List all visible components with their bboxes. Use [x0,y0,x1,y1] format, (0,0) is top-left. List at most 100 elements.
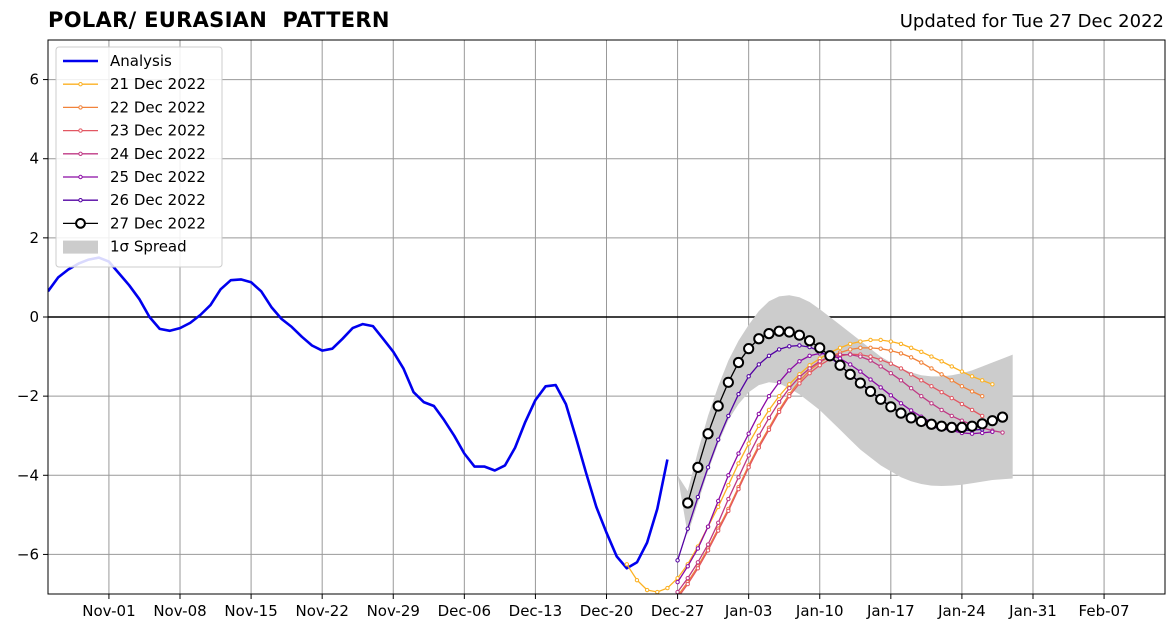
data-point [692,461,704,473]
data-point [949,378,954,383]
data-point [776,393,782,399]
data-point [756,411,762,417]
x-tick-label: Nov-08 [153,602,206,620]
data-point [875,393,887,405]
data-point [787,386,792,391]
data-point [763,328,775,340]
legend-marker [78,82,83,87]
legend-label: 22 Dec 2022 [110,98,206,116]
data-point [919,349,924,355]
data-point [844,368,856,380]
data-point [685,581,690,587]
data-point [858,345,863,351]
legend-marker [78,198,83,203]
data-point [726,413,731,419]
data-point [732,356,745,369]
data-point [644,587,650,593]
data-point [766,407,772,413]
data-point [905,412,917,424]
data-point [726,482,731,488]
data-point [726,473,731,478]
data-point [837,345,843,351]
data-point [736,475,741,480]
data-point [773,325,785,337]
data-point [854,377,866,389]
data-point [716,528,721,533]
data-point [888,370,894,376]
updated-date: Updated for Tue 27 Dec 2022 [899,11,1164,32]
data-point [837,352,843,357]
data-point [756,445,762,450]
legend-label: 27 Dec 2022 [110,214,206,232]
data-point [736,451,741,456]
data-point [939,372,944,377]
chart-marks [48,256,1013,594]
data-point [817,359,822,364]
data-point [969,389,975,394]
data-point [814,342,826,354]
legend-label: 23 Dec 2022 [110,122,206,140]
data-point [929,401,934,406]
data-point [888,348,894,353]
data-point [705,465,711,470]
data-point [848,341,853,347]
data-point [807,353,812,358]
x-tick-label: Dec-13 [509,602,563,620]
data-point [976,418,988,430]
data-point [946,421,958,434]
data-point [885,401,897,413]
data-point [929,384,934,389]
data-point [848,347,853,352]
data-point [776,409,782,415]
data-point [807,366,812,371]
data-point [743,343,755,355]
data-point [949,395,954,401]
data-point [705,542,711,547]
legend-label: 1σ Spread [110,238,187,256]
data-point [655,589,660,594]
data-point [898,366,904,371]
legend-marker [78,128,83,133]
data-point [695,546,701,551]
data-point [807,370,812,376]
data-point [878,337,883,343]
data-point [797,381,802,386]
data-point [766,415,772,421]
x-tick-label: Jan-03 [724,602,773,620]
data-point [868,358,873,363]
x-tick-label: Jan-17 [866,602,915,620]
data-point [980,430,985,436]
data-point [685,575,690,581]
data-point [980,378,985,383]
data-point [980,413,985,419]
data-point [716,437,721,442]
x-tick-label: Nov-15 [224,602,277,620]
data-point [990,382,995,387]
legend-marker [75,218,86,229]
data-point [888,393,894,398]
data-point [716,498,721,504]
data-point [766,427,772,432]
data-point [848,352,853,357]
legend-entry: Analysis [63,52,172,70]
data-point [746,374,751,379]
data-point [776,347,782,352]
y-tick-label: −6 [17,545,39,563]
x-tick-label: Dec-06 [438,602,492,620]
data-point [702,428,714,440]
data-point [919,360,924,365]
data-point [908,372,914,377]
data-point [959,369,965,374]
data-point [986,415,998,427]
data-point [726,508,731,514]
y-tick-label: 0 [29,308,39,326]
legend-entry: 23 Dec 2022 [63,122,206,140]
y-tick-label: 4 [29,150,39,168]
x-tick-label: Jan-10 [795,602,844,620]
data-point [817,363,822,368]
data-point [787,344,792,349]
data-point [878,346,883,351]
data-point [908,386,914,391]
x-tick-label: Feb-07 [1079,602,1130,620]
